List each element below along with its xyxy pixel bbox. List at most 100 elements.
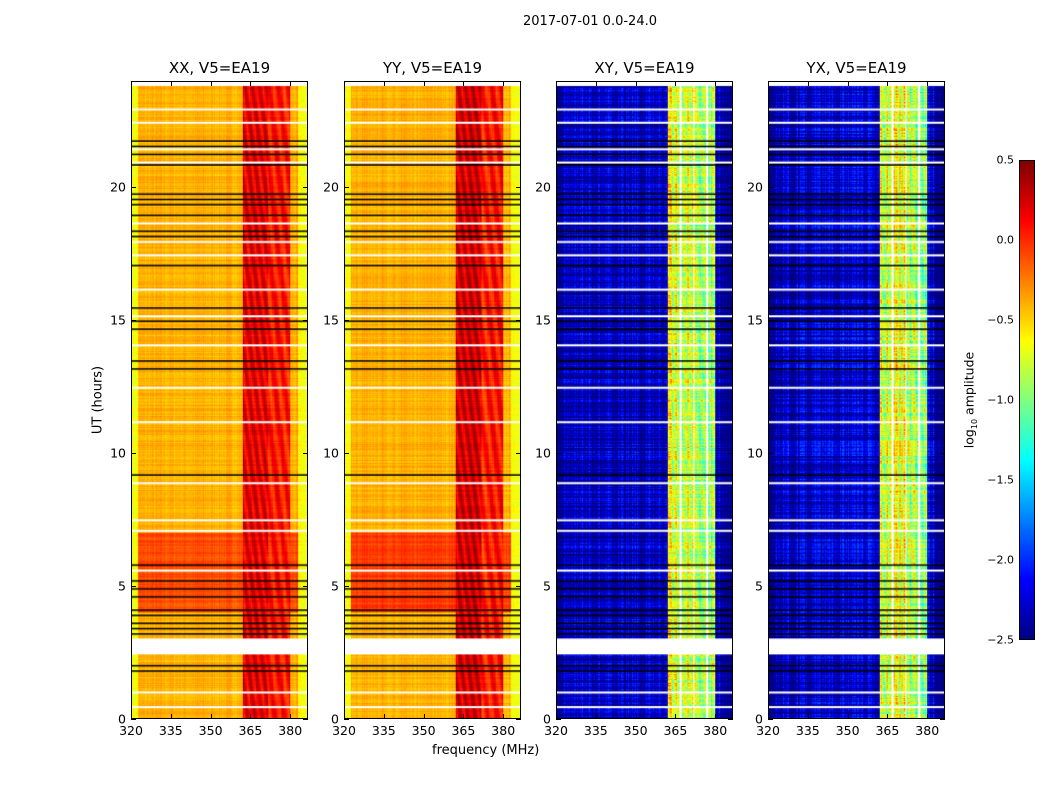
heatmap-image [345,82,520,718]
heatmap-panel [131,81,308,719]
x-tick [807,81,809,86]
y-tick-label: 5 [118,578,126,594]
x-tick [503,714,505,719]
x-tick [250,714,252,719]
x-tick [170,714,172,719]
y-tick [728,586,733,588]
y-tick [516,719,521,720]
x-tick [847,81,849,86]
y-tick-label: 20 [535,179,551,195]
y-tick-label: 20 [323,179,339,195]
x-tick [847,714,849,719]
colorbar-label-sub: 10 [969,418,979,430]
y-tick-label: 10 [110,445,126,461]
x-tick [768,81,769,86]
x-tick [290,714,292,719]
y-tick-label: 10 [747,445,763,461]
x-tick [463,81,465,86]
y-tick-label: 0 [543,711,551,727]
x-tick [423,714,425,719]
x-tick [463,714,465,719]
x-tick [556,714,557,719]
y-tick [516,320,521,322]
y-tick [303,586,308,588]
x-tick [170,81,172,86]
x-tick-label: 335 [158,723,183,738]
panel-title: YX, V5=EA19 [806,59,907,77]
y-tick [728,187,733,189]
y-tick [344,586,349,588]
x-tick [131,81,132,86]
x-tick [887,81,889,86]
y-tick [728,453,733,455]
y-tick-label: 20 [110,179,126,195]
heatmap-panel [344,81,521,719]
y-tick [768,719,773,720]
y-tick-label: 15 [323,312,339,328]
figure-title: 2017-07-01 0.0-24.0 [523,14,657,29]
y-tick [344,719,349,720]
x-tick [715,81,717,86]
x-tick-label: 365 [663,723,688,738]
y-tick-label: 5 [543,578,551,594]
y-tick [303,320,308,322]
x-tick-label: 380 [703,723,728,738]
x-tick [210,81,212,86]
colorbar-tick-label: 0.5 [996,153,1015,167]
x-tick-label: 350 [411,723,436,738]
y-tick-label: 15 [110,312,126,328]
heatmap-image [132,82,307,718]
x-tick-label: 365 [875,723,900,738]
y-tick [131,453,136,455]
x-tick [503,81,505,86]
y-tick [768,320,773,322]
y-tick-label: 0 [118,711,126,727]
y-tick [131,187,136,189]
x-tick-label: 350 [198,723,223,738]
colorbar-label: log10 amplitude [961,352,979,448]
y-tick [940,320,945,322]
colorbar-tick-label: −1.5 [987,473,1014,487]
x-tick-label: 365 [238,723,263,738]
y-tick [728,320,733,322]
heatmap-image [769,82,944,718]
heatmap-panel [768,81,945,719]
x-tick [768,714,769,719]
y-tick-label: 10 [323,445,339,461]
y-tick [556,320,561,322]
x-tick [383,81,385,86]
x-axis-label: frequency (MHz) [432,743,540,758]
y-tick [344,187,349,189]
y-tick [556,187,561,189]
colorbar [1019,160,1035,640]
y-tick-label: 15 [535,312,551,328]
heatmap-panel [556,81,733,719]
y-tick [768,453,773,455]
x-tick-label: 320 [119,723,143,738]
x-tick-label: 350 [835,723,860,738]
colorbar-tick-label: −2.0 [987,553,1014,567]
y-tick [516,586,521,588]
x-tick [927,714,929,719]
y-tick [556,453,561,455]
colorbar-tick-label: 0.0 [996,233,1015,247]
y-tick [940,586,945,588]
x-tick-label: 380 [491,723,516,738]
x-tick [383,714,385,719]
y-tick [516,453,521,455]
x-tick [595,81,597,86]
x-tick [635,81,637,86]
x-tick-label: 365 [451,723,476,738]
y-tick [556,586,561,588]
panel-title: XX, V5=EA19 [168,59,271,77]
y-tick-label: 5 [755,578,763,594]
y-tick [940,187,945,189]
colorbar-tick-label: −2.5 [987,633,1014,647]
x-tick [887,714,889,719]
x-tick [715,714,717,719]
x-tick [423,81,425,86]
y-tick [303,453,308,455]
x-tick-label: 335 [583,723,608,738]
x-tick [807,714,809,719]
